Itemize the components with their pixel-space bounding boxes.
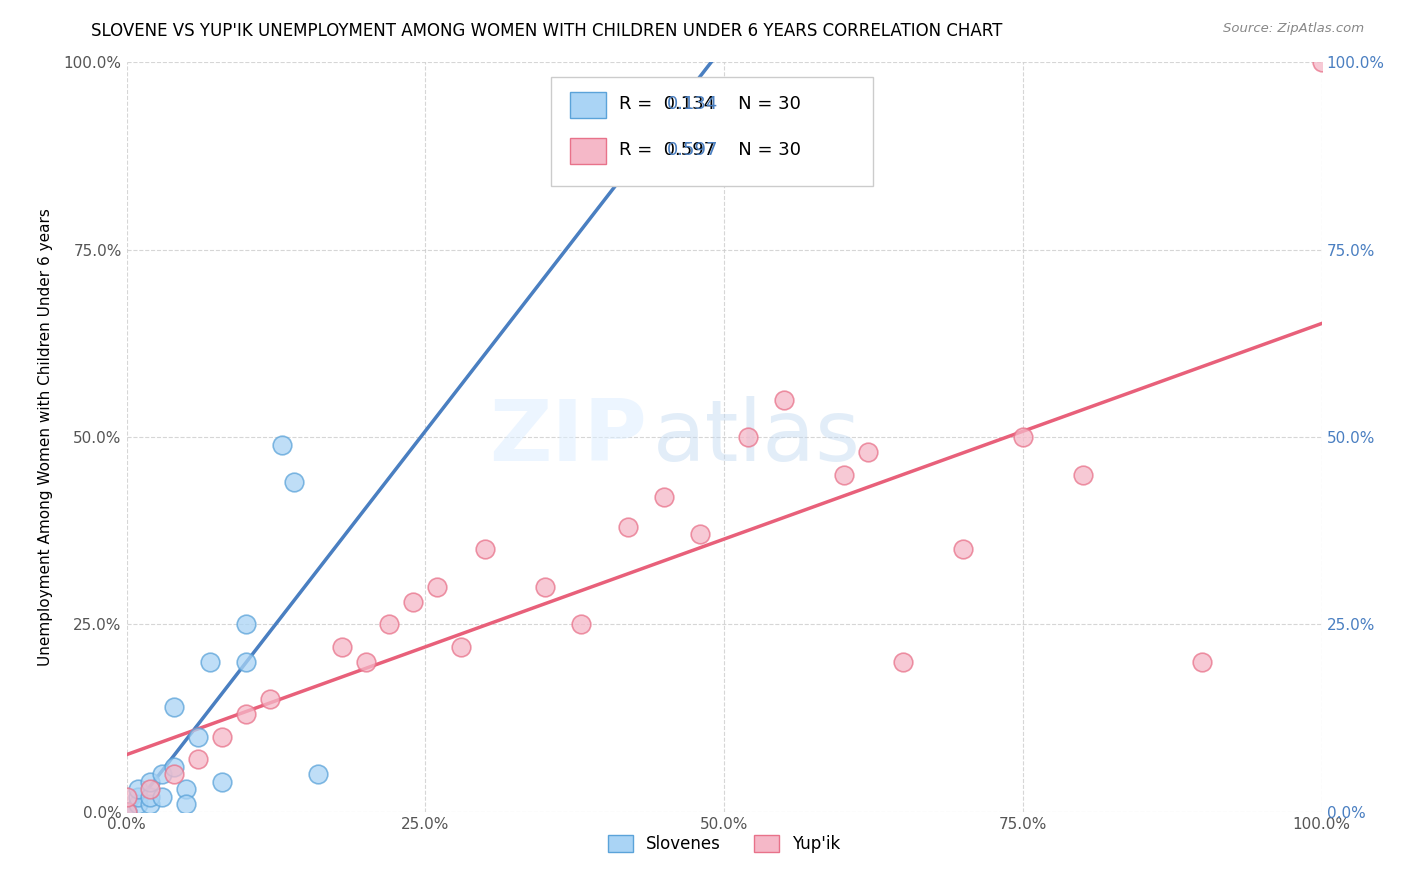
- Point: [115, 805, 138, 819]
- FancyBboxPatch shape: [551, 78, 873, 186]
- Point: [689, 527, 711, 541]
- Text: atlas: atlas: [652, 395, 860, 479]
- Point: [174, 797, 197, 812]
- Point: [127, 797, 149, 812]
- Point: [127, 789, 149, 804]
- Text: R =  0.134    N = 30: R = 0.134 N = 30: [619, 95, 801, 112]
- Point: [115, 805, 138, 819]
- Point: [474, 542, 496, 557]
- Point: [139, 782, 162, 797]
- Point: [307, 767, 329, 781]
- Point: [533, 580, 555, 594]
- Point: [569, 617, 592, 632]
- Point: [652, 490, 675, 504]
- Point: [1310, 55, 1333, 70]
- Point: [832, 467, 855, 482]
- Point: [187, 752, 209, 766]
- Point: [115, 805, 138, 819]
- Point: [283, 475, 305, 489]
- Text: 0.134: 0.134: [666, 95, 718, 112]
- Point: [115, 805, 138, 819]
- Point: [115, 805, 138, 819]
- Point: [163, 760, 186, 774]
- Point: [115, 805, 138, 819]
- Text: 0.597: 0.597: [666, 141, 718, 159]
- Text: ZIP: ZIP: [489, 395, 647, 479]
- Point: [150, 767, 174, 781]
- Text: R =  0.597    N = 30: R = 0.597 N = 30: [619, 141, 801, 159]
- Point: [163, 699, 186, 714]
- Point: [127, 782, 149, 797]
- Point: [856, 445, 879, 459]
- Point: [773, 392, 796, 407]
- Y-axis label: Unemployment Among Women with Children Under 6 years: Unemployment Among Women with Children U…: [38, 208, 52, 666]
- Point: [270, 437, 294, 451]
- Point: [115, 805, 138, 819]
- Point: [1071, 467, 1094, 482]
- FancyBboxPatch shape: [569, 138, 606, 164]
- Point: [115, 789, 138, 804]
- Point: [150, 789, 174, 804]
- Point: [617, 520, 640, 534]
- Point: [891, 655, 914, 669]
- Point: [139, 797, 162, 812]
- Legend: Slovenes, Yup'ik: Slovenes, Yup'ik: [600, 828, 848, 860]
- Point: [330, 640, 353, 654]
- Point: [115, 805, 138, 819]
- Text: SLOVENE VS YUP'IK UNEMPLOYMENT AMONG WOMEN WITH CHILDREN UNDER 6 YEARS CORRELATI: SLOVENE VS YUP'IK UNEMPLOYMENT AMONG WOM…: [91, 22, 1002, 40]
- Point: [211, 774, 233, 789]
- Point: [1191, 655, 1213, 669]
- Point: [235, 617, 257, 632]
- Point: [174, 782, 197, 797]
- Point: [163, 767, 186, 781]
- Point: [402, 595, 425, 609]
- Point: [354, 655, 377, 669]
- Point: [211, 730, 233, 744]
- Point: [115, 805, 138, 819]
- Point: [737, 430, 759, 444]
- Point: [187, 730, 209, 744]
- Point: [200, 655, 222, 669]
- FancyBboxPatch shape: [569, 92, 606, 118]
- Point: [139, 789, 162, 804]
- Point: [115, 805, 138, 819]
- Point: [115, 805, 138, 819]
- Point: [1011, 430, 1033, 444]
- Point: [235, 655, 257, 669]
- Point: [450, 640, 472, 654]
- Point: [139, 774, 162, 789]
- Point: [952, 542, 974, 557]
- Text: Source: ZipAtlas.com: Source: ZipAtlas.com: [1223, 22, 1364, 36]
- Point: [235, 707, 257, 722]
- Point: [426, 580, 449, 594]
- Point: [378, 617, 401, 632]
- Point: [259, 692, 281, 706]
